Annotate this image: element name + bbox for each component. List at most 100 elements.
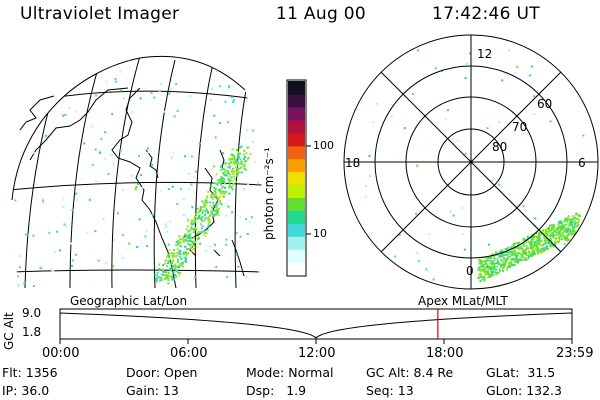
time-axis-ticks xyxy=(59,339,573,344)
emission-pixel xyxy=(220,164,223,167)
emission-pixel xyxy=(514,252,517,254)
emission-pixel xyxy=(449,210,452,213)
emission-pixel xyxy=(40,267,43,270)
emission-pixel xyxy=(506,247,509,250)
emission-pixel xyxy=(223,181,226,184)
emission-pixel xyxy=(240,160,243,163)
emission-pixel xyxy=(241,171,244,174)
emission-pixel xyxy=(232,154,235,157)
emission-pixel xyxy=(546,234,548,237)
emission-pixel xyxy=(477,277,480,279)
emission-pixel xyxy=(500,264,503,267)
emission-pixel xyxy=(178,243,181,246)
emission-pixel xyxy=(533,236,535,239)
emission-pixel xyxy=(511,245,513,248)
emission-pixel xyxy=(174,267,177,270)
emission-pixel xyxy=(150,224,152,227)
emission-pixel xyxy=(167,282,170,285)
emission-pixel xyxy=(256,68,259,71)
emission-pixel xyxy=(179,241,182,244)
emission-pixel xyxy=(547,242,550,244)
emission-pixel xyxy=(211,213,214,216)
emission-pixel xyxy=(447,109,449,112)
emission-pixel xyxy=(228,180,231,182)
emission-pixel xyxy=(188,188,191,191)
emission-pixel xyxy=(500,128,503,131)
emission-pixel xyxy=(577,269,580,272)
emission-pixel xyxy=(469,158,472,161)
emission-pixel xyxy=(55,77,58,80)
emission-pixel xyxy=(62,197,65,200)
emission-pixel xyxy=(535,243,538,246)
geographic-caption: Geographic Lat/Lon xyxy=(70,294,188,308)
emission-pixel xyxy=(168,257,171,260)
emission-pixel xyxy=(523,251,525,254)
emission-pixel xyxy=(224,100,227,103)
emission-pixel xyxy=(507,251,510,254)
emission-pixel xyxy=(478,274,480,277)
emission-pixel xyxy=(482,265,485,267)
emission-pixel xyxy=(554,244,556,247)
emission-pixel xyxy=(411,180,414,183)
emission-pixel xyxy=(227,121,230,124)
emission-pixel xyxy=(220,181,222,184)
emission-pixel xyxy=(185,261,188,264)
emission-pixel xyxy=(172,271,175,274)
emission-pixel xyxy=(26,233,29,236)
emission-pixel xyxy=(498,250,501,253)
emission-pixel xyxy=(206,229,209,232)
emission-pixel xyxy=(234,169,237,172)
emission-pixel xyxy=(102,218,105,220)
emission-pixel xyxy=(74,253,77,256)
emission-pixel xyxy=(515,256,518,259)
emission-pixel xyxy=(573,220,576,223)
emission-pixel xyxy=(546,228,549,231)
emission-pixel xyxy=(364,184,367,187)
emission-pixel xyxy=(169,252,172,255)
emission-pixel xyxy=(537,237,540,240)
emission-pixel xyxy=(75,259,78,262)
emission-pixel xyxy=(564,236,567,239)
emission-pixel xyxy=(480,263,483,266)
emission-pixel xyxy=(203,205,206,208)
emission-pixel xyxy=(141,186,144,189)
geographic-map xyxy=(11,55,262,289)
emission-pixel xyxy=(416,164,419,167)
emission-pixel xyxy=(415,252,418,255)
door-info: Door: Open xyxy=(126,365,197,380)
emission-pixel xyxy=(507,256,510,259)
emission-pixel xyxy=(495,262,498,265)
emission-pixel xyxy=(545,239,548,242)
emission-pixel xyxy=(491,274,493,276)
glat-label: GLat: xyxy=(486,365,520,380)
emission-pixel xyxy=(174,263,177,266)
emission-pixel xyxy=(231,167,234,170)
emission-pixel xyxy=(484,263,487,266)
emission-pixel xyxy=(216,179,219,182)
emission-pixel xyxy=(489,259,492,262)
emission-pixel xyxy=(561,226,564,229)
emission-pixel xyxy=(571,229,574,232)
emission-pixel xyxy=(68,107,71,110)
emission-pixel xyxy=(483,268,486,271)
emission-pixel xyxy=(552,232,555,234)
emission-pixel xyxy=(484,261,487,264)
emission-pixel xyxy=(495,273,498,276)
emission-pixel xyxy=(112,265,115,268)
emission-pixel xyxy=(178,235,181,238)
emission-pixel xyxy=(552,236,555,239)
emission-pixel xyxy=(243,160,246,163)
emission-pixel xyxy=(532,95,535,98)
emission-pixel xyxy=(138,218,141,221)
emission-pixel xyxy=(39,266,42,269)
emission-pixel xyxy=(173,278,176,281)
emission-pixel xyxy=(104,157,107,160)
emission-pixel xyxy=(246,146,249,149)
emission-pixel xyxy=(483,276,486,279)
emission-pixel xyxy=(232,171,235,174)
emission-pixel xyxy=(483,272,486,275)
emission-pixel xyxy=(175,255,178,258)
coastlines xyxy=(19,87,245,289)
emission-pixel xyxy=(200,216,203,219)
emission-pixel xyxy=(563,230,566,233)
